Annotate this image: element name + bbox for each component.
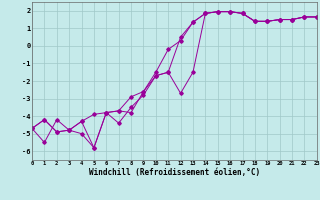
X-axis label: Windchill (Refroidissement éolien,°C): Windchill (Refroidissement éolien,°C) [89,168,260,177]
